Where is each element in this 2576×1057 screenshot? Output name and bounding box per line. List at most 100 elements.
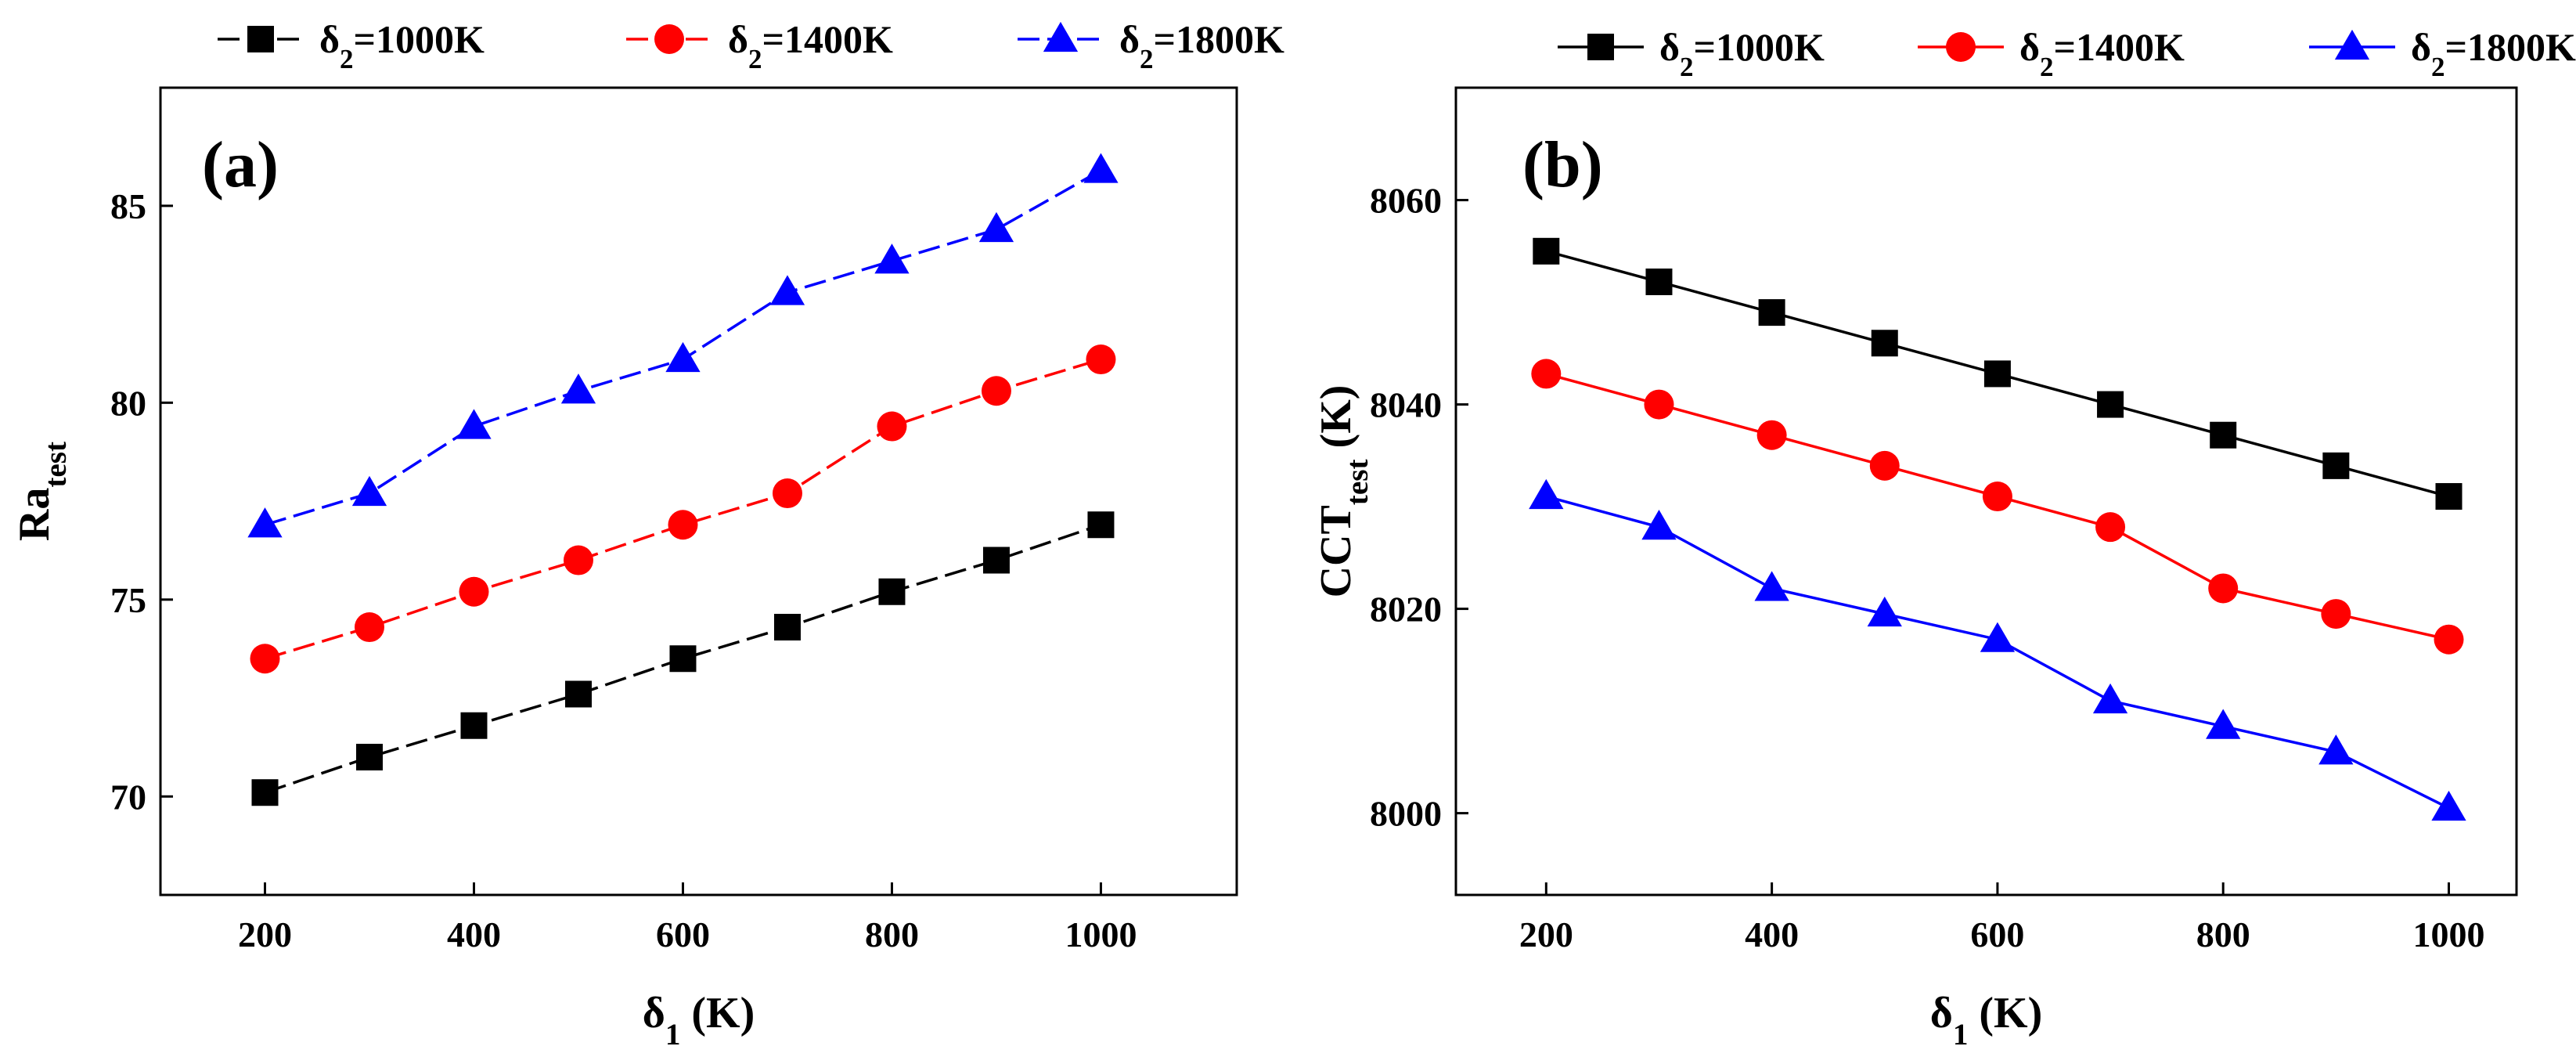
data-point [355, 743, 383, 770]
series-δ2=1800K [247, 153, 1119, 538]
data-point [1983, 360, 2011, 388]
data-point [773, 614, 801, 641]
data-point [563, 545, 593, 575]
series-δ2=1400K [1531, 359, 2464, 655]
legend-label: δ2=1400K [728, 17, 893, 74]
data-point [665, 341, 701, 373]
legend-entry: δ2=1000K [218, 17, 485, 74]
data-point [456, 409, 492, 439]
data-point [560, 373, 596, 404]
data-point [1083, 153, 1119, 183]
y-tick-label: 8060 [1370, 181, 1442, 221]
legend-entry: δ2=1400K [626, 17, 893, 74]
series-δ2=1000K [1533, 237, 2463, 510]
series-line [264, 358, 1101, 660]
data-point [2097, 391, 2124, 418]
legend-label: δ2=1000K [1659, 25, 1825, 82]
y-tick-label: 80 [110, 383, 146, 423]
y-tick-label: 8020 [1370, 590, 1442, 630]
data-point [2206, 709, 2241, 739]
x-tick-label: 200 [238, 915, 292, 954]
data-point [2322, 452, 2350, 479]
data-point [2434, 624, 2464, 655]
legend-marker [1587, 34, 1614, 60]
series-line [264, 523, 1102, 794]
data-point [1982, 482, 2012, 512]
series-δ2=1800K [1529, 478, 2466, 821]
x-tick-label: 200 [1519, 915, 1573, 954]
data-point [1756, 420, 1787, 450]
data-point [2092, 683, 2128, 714]
y-tick-label: 8040 [1370, 385, 1442, 425]
legend-marker [1043, 21, 1079, 52]
data-point [878, 578, 906, 605]
data-point [981, 376, 1011, 406]
y-axis-title: Ratest [10, 442, 73, 541]
x-tick-label: 400 [447, 915, 501, 954]
data-point [982, 547, 1010, 574]
x-tick-label: 600 [1970, 915, 2024, 954]
legend-marker [1946, 32, 1976, 62]
data-point [459, 576, 489, 607]
data-point [1087, 511, 1115, 539]
data-point [251, 779, 279, 806]
data-point [1869, 450, 1900, 481]
data-point [2318, 734, 2354, 765]
legend-label: δ2=1400K [2019, 25, 2185, 82]
data-point [669, 645, 697, 673]
series-δ2=1400K [250, 345, 1116, 674]
data-point [1871, 330, 1898, 357]
data-point [351, 475, 387, 507]
legend-marker [247, 26, 274, 52]
data-point [1867, 596, 1902, 627]
legend-entry: δ2=1800K [2309, 25, 2576, 82]
data-point [1644, 389, 1674, 420]
data-point [978, 211, 1014, 243]
x-tick-label: 1000 [1065, 915, 1137, 954]
data-point [1645, 268, 1673, 295]
panel-label: (a) [202, 128, 279, 201]
data-point [877, 411, 907, 442]
plot-frame [1454, 86, 2518, 896]
series-δ2=1000K [251, 511, 1115, 806]
data-point [354, 612, 384, 643]
data-point [2095, 512, 2126, 543]
x-tick-label: 600 [656, 915, 710, 954]
y-tick-label: 8000 [1370, 794, 1442, 834]
data-point [1980, 622, 2016, 652]
x-tick-label: 1000 [2413, 915, 2485, 954]
legend-entry: δ2=1400K [1918, 25, 2185, 82]
data-point [2435, 483, 2463, 510]
data-point [247, 507, 283, 538]
data-point [2210, 421, 2237, 449]
data-point [250, 644, 280, 674]
data-point [769, 275, 805, 305]
legend-marker [2334, 29, 2370, 60]
legend-marker [654, 24, 684, 54]
plot-frame [159, 86, 1238, 896]
x-tick-label: 400 [1745, 915, 1799, 954]
y-tick-label: 75 [110, 580, 146, 620]
data-point [1531, 359, 1562, 389]
legend-entry: δ2=1000K [1558, 25, 1825, 82]
legend-label: δ2=1800K [1119, 17, 1284, 74]
data-point [1086, 345, 1116, 375]
data-point [1533, 237, 1560, 265]
series-line [1545, 495, 2450, 810]
data-point [1758, 299, 1785, 326]
data-point [2431, 790, 2466, 821]
chart-panel-a: 200 400 600 800 1000 70 75 80 85 δ1 (K) Ratest (a) δ… [10, 17, 1284, 1052]
y-tick-label: 70 [110, 777, 146, 817]
data-point [2208, 573, 2239, 604]
data-point [1754, 571, 1789, 601]
data-point [668, 510, 698, 540]
data-point [874, 244, 910, 274]
y-axis-title: CCTtest (K) [1312, 385, 1374, 598]
legend-entry: δ2=1800K [1018, 17, 1284, 74]
data-point [772, 478, 802, 509]
x-axis-title: δ1 (K) [643, 989, 755, 1052]
data-point [2321, 599, 2351, 630]
legend-label: δ2=1800K [2411, 25, 2576, 82]
y-tick-label: 85 [110, 186, 146, 226]
